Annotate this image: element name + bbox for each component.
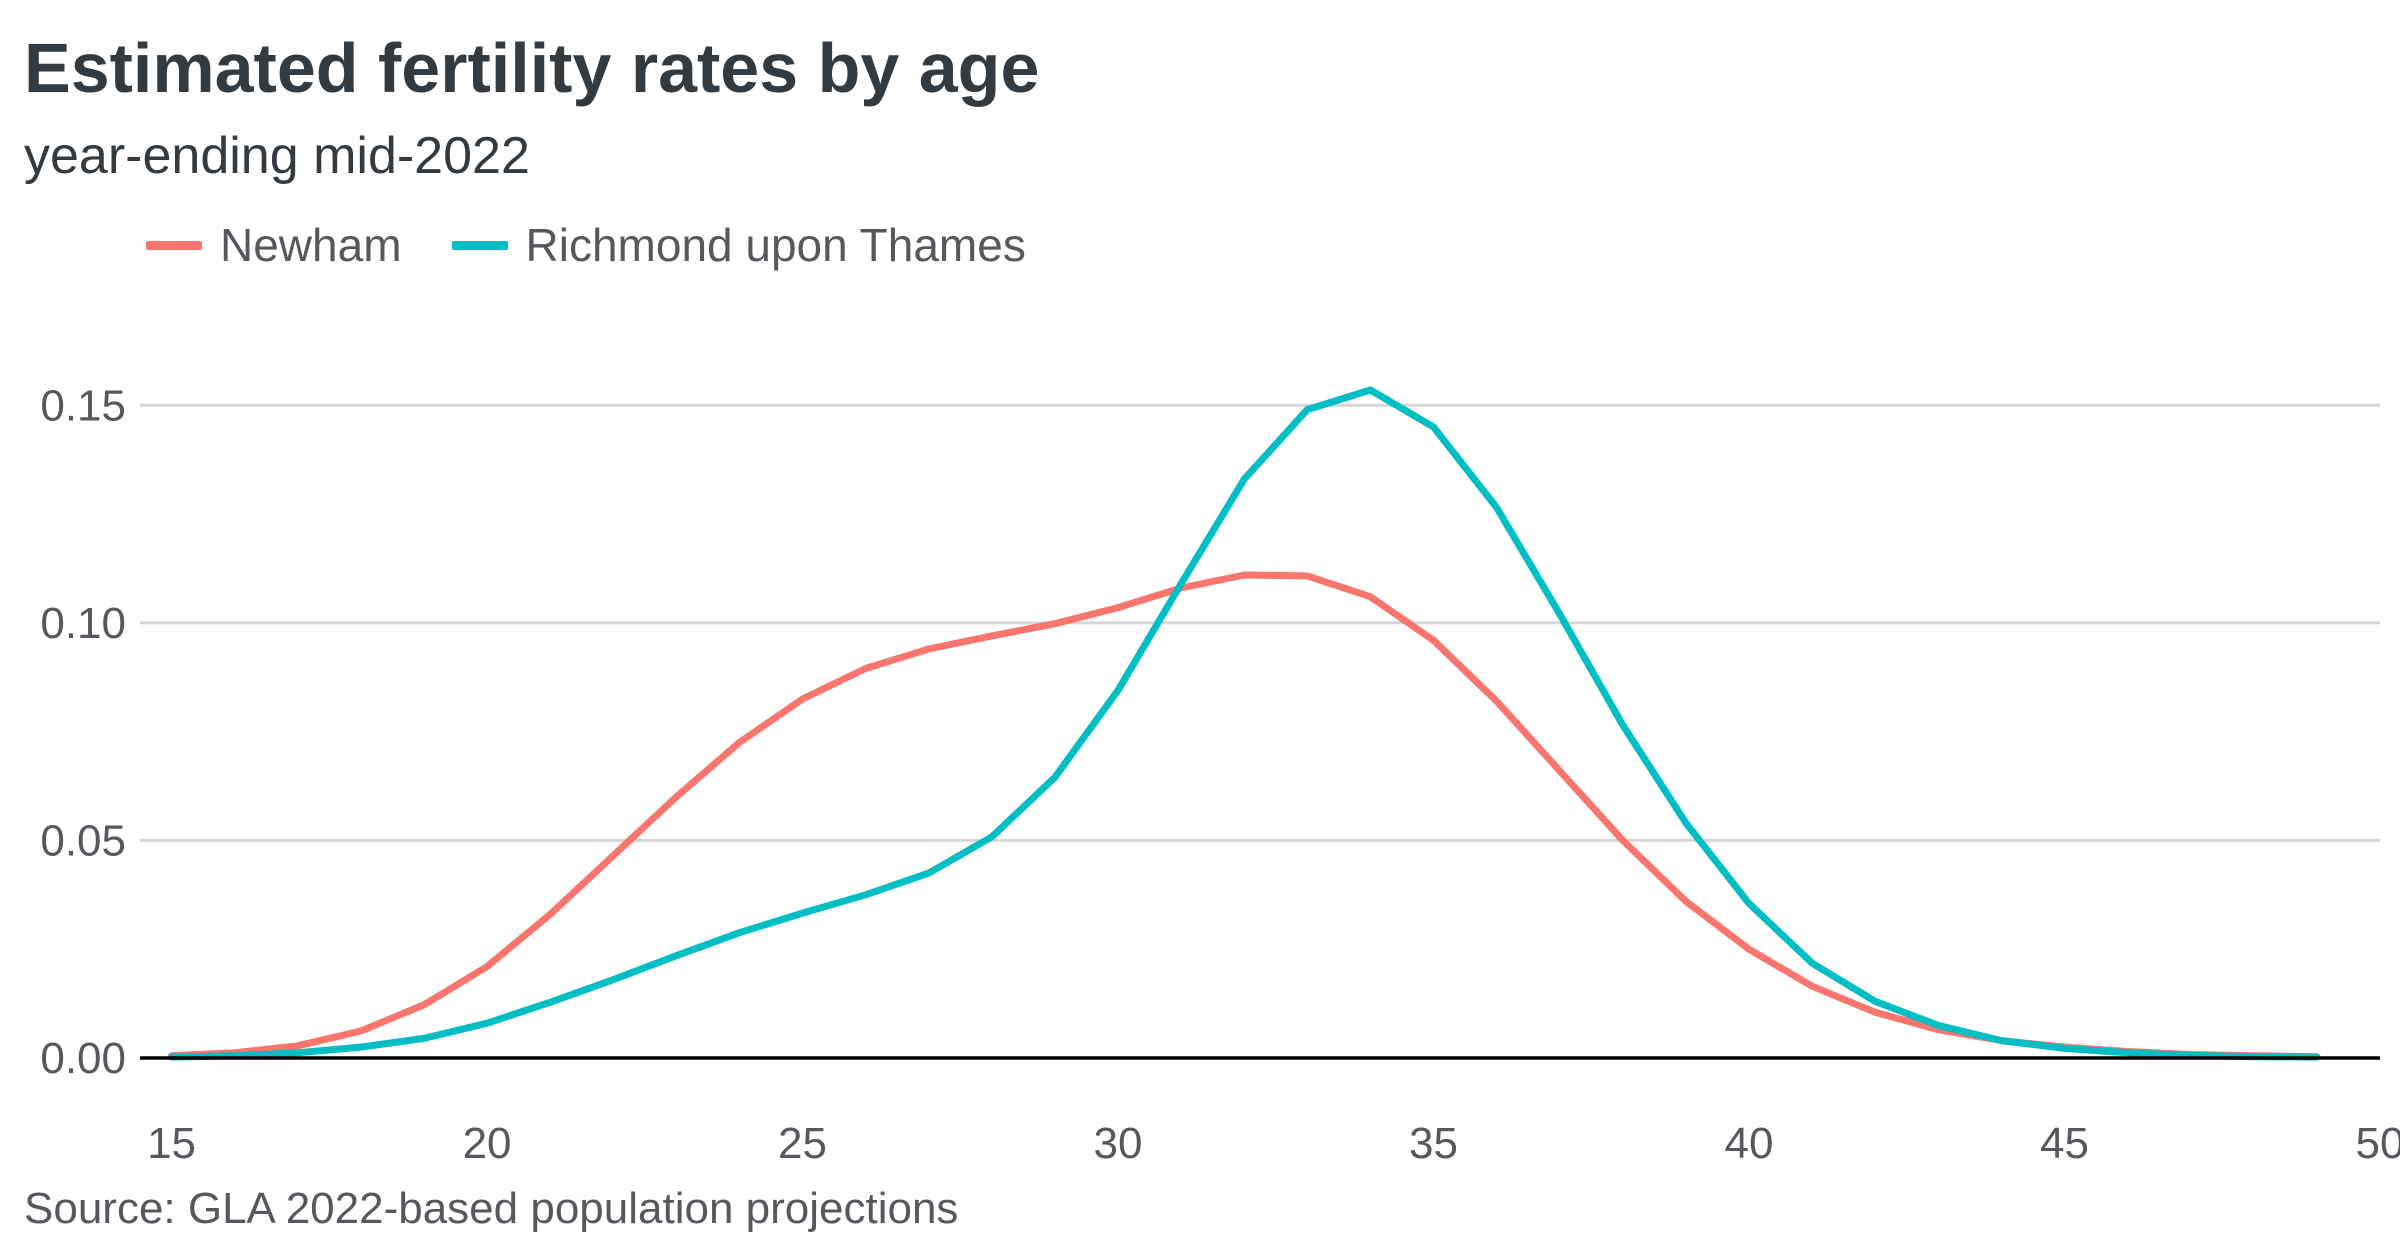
series-line-newham	[168, 571, 2321, 1061]
x-tick-label: 50	[2356, 1119, 2400, 1168]
chart-subtitle: year-ending mid-2022	[24, 127, 530, 185]
x-tick-label: 25	[778, 1119, 827, 1168]
legend-swatch-newham	[146, 240, 202, 250]
x-tick-label: 40	[1725, 1119, 1774, 1168]
legend-swatch-richmond	[451, 240, 508, 250]
legend-label-richmond: Richmond upon Thames	[525, 219, 1026, 271]
legend-item-newham: Newham	[146, 218, 402, 272]
source-note: Source: GLA 2022-based population projec…	[24, 1184, 959, 1233]
y-tick-label: 0.15	[40, 381, 126, 430]
x-tick-label: 30	[1094, 1119, 1143, 1168]
x-tick-label: 45	[2040, 1119, 2089, 1168]
legend-label-newham: Newham	[220, 219, 402, 271]
x-tick-label: 35	[1409, 1119, 1458, 1168]
legend-item-richmond: Richmond upon Thames	[451, 218, 1026, 272]
series-line-richmond	[168, 386, 2321, 1061]
x-tick-label: 15	[147, 1119, 196, 1168]
chart-title: Estimated fertility rates by age	[24, 29, 1040, 107]
y-tick-label: 0.10	[40, 599, 126, 648]
legend: Newham Richmond upon Thames	[146, 218, 1076, 272]
y-tick-label: 0.05	[40, 816, 126, 865]
x-tick-label: 20	[463, 1119, 512, 1168]
y-tick-label: 0.00	[40, 1034, 126, 1083]
